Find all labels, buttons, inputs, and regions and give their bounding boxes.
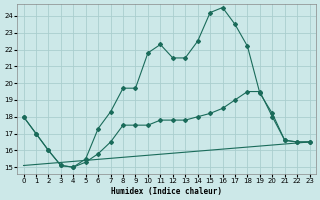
- X-axis label: Humidex (Indice chaleur): Humidex (Indice chaleur): [111, 187, 222, 196]
